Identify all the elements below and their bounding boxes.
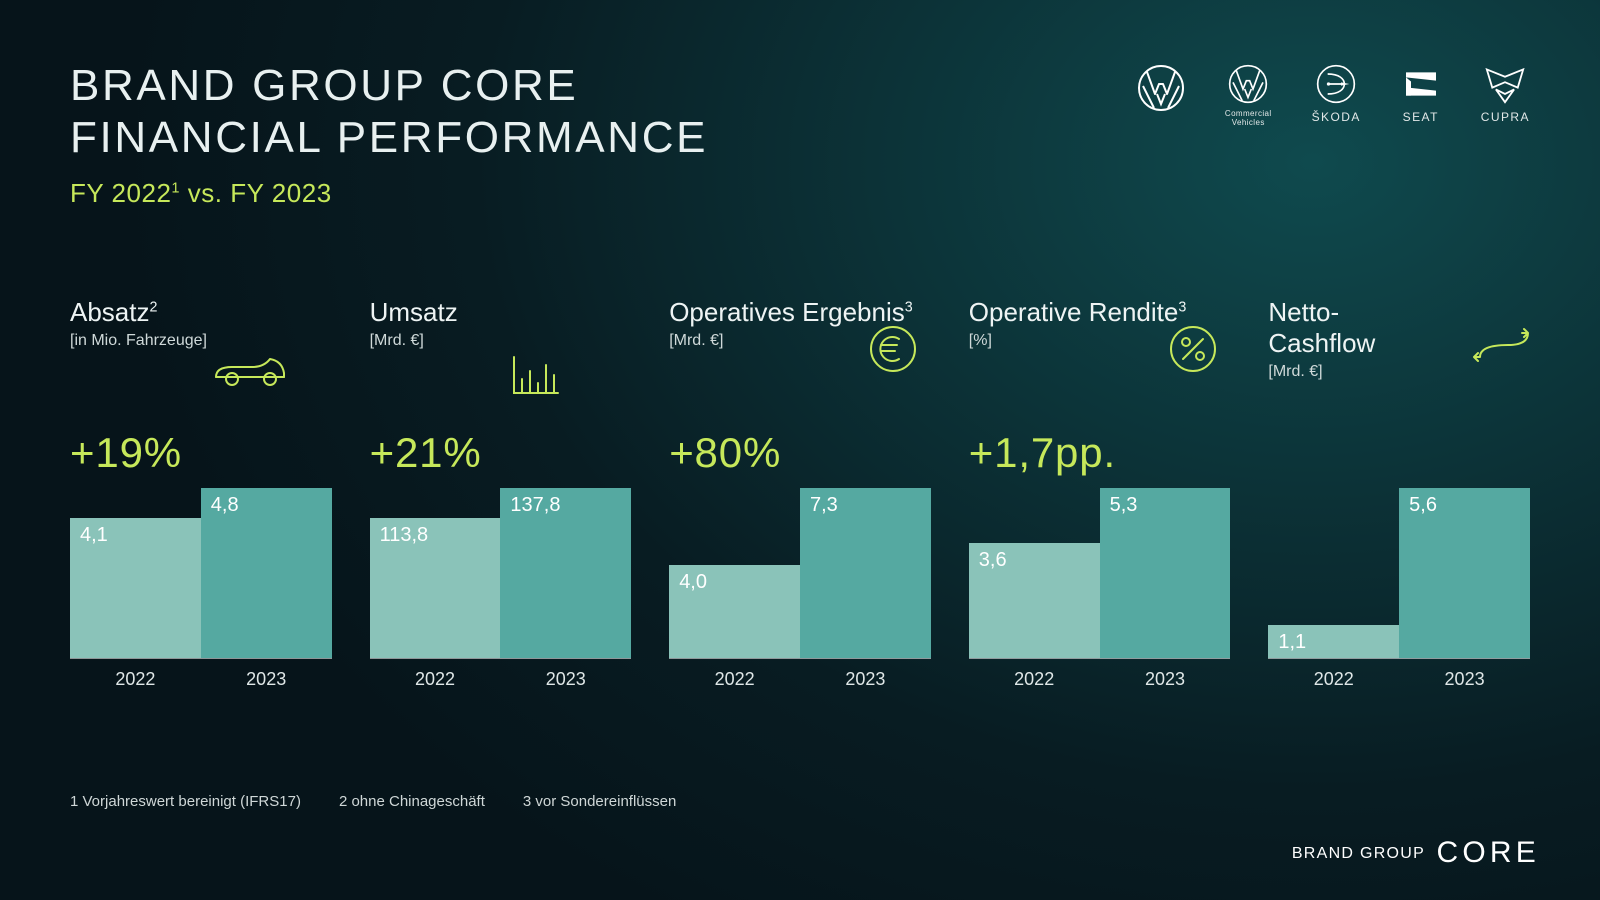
skoda-logo-icon <box>1316 64 1356 104</box>
axis-label-2022: 2022 <box>669 659 800 690</box>
metric-2: Operatives Ergebnis3[Mrd. €]+80%4,07,320… <box>669 297 931 690</box>
axis-label-2022: 2022 <box>370 659 501 690</box>
logo-vw-commercial: Commercial Vehicles <box>1225 64 1272 128</box>
bar-value-2023: 7,3 <box>810 494 838 517</box>
footer-core: CORE <box>1437 836 1540 869</box>
metric-chart: 3,6 5,3 20222023 <box>969 489 1231 690</box>
bar-value-2022: 4,1 <box>80 524 108 547</box>
footer-brand: BRAND GROUP CORE <box>1292 836 1540 870</box>
euro-icon <box>869 325 917 378</box>
metric-chart: 4,1 4,8 20222023 <box>70 489 332 690</box>
bar-2022: 4,1 <box>70 518 201 658</box>
page-title: BRAND GROUP CORE FINANCIAL PERFORMANCE <box>70 60 708 164</box>
axis-label-2023: 2023 <box>1399 659 1530 690</box>
bar-2023: 137,8 <box>500 488 631 658</box>
logo-skoda: ŠKODA <box>1312 64 1361 124</box>
bar-value-2023: 4,8 <box>211 494 239 517</box>
bar-value-2023: 5,6 <box>1409 494 1437 517</box>
logo-vw <box>1137 64 1185 112</box>
title-block: BRAND GROUP CORE FINANCIAL PERFORMANCE F… <box>70 60 708 209</box>
title-line-1: BRAND GROUP CORE <box>70 61 578 110</box>
metric-chart: 1,1 5,6 20222023 <box>1268 489 1530 690</box>
metric-delta: +21% <box>370 417 632 489</box>
metric-title: Absatz2 <box>70 297 332 328</box>
flow-icon <box>1468 325 1532 370</box>
axis-label-2022: 2022 <box>70 659 201 690</box>
bar-2023: 5,6 <box>1399 488 1530 658</box>
skoda-label: ŠKODA <box>1312 110 1361 124</box>
axis-label-2023: 2023 <box>500 659 631 690</box>
bar-2023: 4,8 <box>201 488 332 658</box>
axis-label-2023: 2023 <box>800 659 931 690</box>
metric-1: Umsatz [Mrd. €] +21% 113,8 137,8 20222023 <box>370 297 632 690</box>
footnotes: 1 Vorjahreswert bereinigt (IFRS17) 2 ohn… <box>70 793 676 810</box>
axis-label-2023: 2023 <box>201 659 332 690</box>
metric-unit: [Mrd. €] <box>370 332 632 350</box>
vw-commercial-logo-icon <box>1228 64 1268 104</box>
metric-title: Operative Rendite3 <box>969 297 1231 328</box>
footnote-3: 3 vor Sondereinflüssen <box>523 793 676 810</box>
metrics-row: Absatz2 [in Mio. Fahrzeuge] +19% 4,1 4,8 2022… <box>70 297 1530 690</box>
metric-title: Umsatz <box>370 297 632 328</box>
bar-value-2022: 3,6 <box>979 549 1007 572</box>
bar-value-2022: 1,1 <box>1278 631 1306 654</box>
metric-delta: +80% <box>669 417 931 489</box>
logo-seat: SEAT <box>1401 64 1441 124</box>
metric-delta: +1,7pp. <box>969 417 1231 489</box>
vw-logo-icon <box>1137 64 1185 112</box>
metric-chart: 4,0 7,3 20222023 <box>669 489 931 690</box>
title-line-2: FINANCIAL PERFORMANCE <box>70 113 708 162</box>
bars-icon <box>510 353 562 402</box>
metric-delta <box>1268 417 1530 489</box>
metric-chart: 113,8 137,8 20222023 <box>370 489 632 690</box>
subtitle: FY 20221 vs. FY 2023 <box>70 178 708 209</box>
logo-cupra: CUPRA <box>1481 64 1530 124</box>
car-icon <box>210 353 290 394</box>
seat-logo-icon <box>1401 64 1441 104</box>
cupra-logo-icon <box>1483 64 1527 104</box>
axis-label-2022: 2022 <box>1268 659 1399 690</box>
bar-value-2022: 113,8 <box>380 524 429 547</box>
metric-unit: [in Mio. Fahrzeuge] <box>70 332 332 350</box>
brand-logo-row: Commercial Vehicles ŠKODA <box>1137 60 1530 128</box>
footnote-2: 2 ohne Chinageschäft <box>339 793 485 810</box>
footer-prefix: BRAND GROUP <box>1292 845 1425 862</box>
seat-label: SEAT <box>1403 110 1439 124</box>
bar-2022: 4,0 <box>669 565 800 658</box>
percent-icon <box>1169 325 1217 378</box>
footnote-1: 1 Vorjahreswert bereinigt (IFRS17) <box>70 793 301 810</box>
metric-0: Absatz2 [in Mio. Fahrzeuge] +19% 4,1 4,8 2022… <box>70 297 332 690</box>
metric-4: Netto-Cashflow[Mrd. €]1,15,620222023 <box>1268 297 1530 690</box>
metric-title: Operatives Ergebnis3 <box>669 297 931 328</box>
bar-value-2023: 5,3 <box>1110 494 1138 517</box>
bar-2023: 7,3 <box>800 488 931 658</box>
bar-2022: 113,8 <box>370 518 501 658</box>
cupra-label: CUPRA <box>1481 110 1530 124</box>
bar-2022: 1,1 <box>1268 625 1399 658</box>
axis-label-2022: 2022 <box>969 659 1100 690</box>
metric-3: Operative Rendite3[%]+1,7pp.3,65,3202220… <box>969 297 1231 690</box>
axis-label-2023: 2023 <box>1100 659 1231 690</box>
vw-commercial-label: Commercial Vehicles <box>1225 110 1272 128</box>
bar-2023: 5,3 <box>1100 488 1231 658</box>
bar-2022: 3,6 <box>969 543 1100 658</box>
metric-delta: +19% <box>70 417 332 489</box>
bar-value-2022: 4,0 <box>679 571 707 594</box>
bar-value-2023: 137,8 <box>510 494 560 517</box>
